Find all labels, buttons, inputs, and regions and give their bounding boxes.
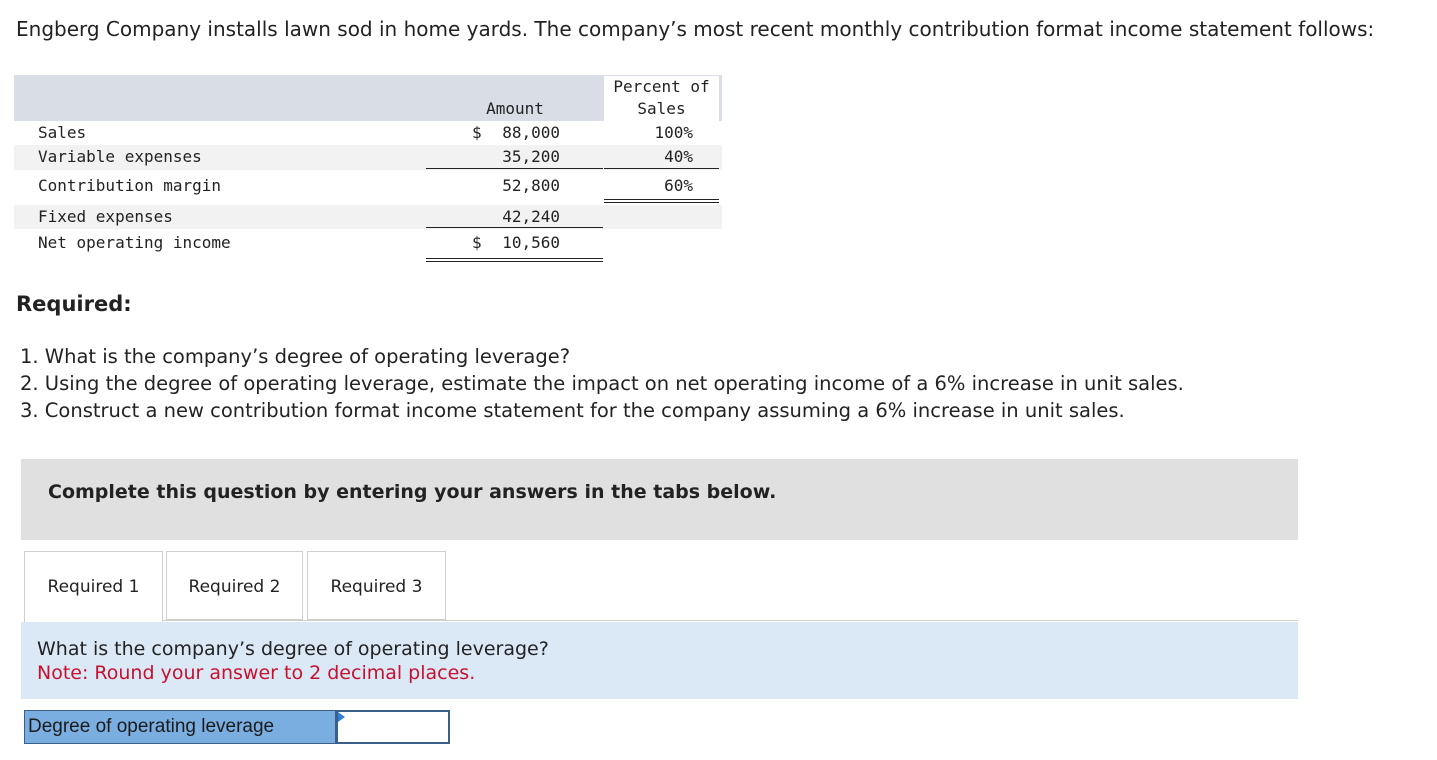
total-rule-percent — [604, 199, 719, 203]
row-label: Contribution margin — [38, 176, 222, 195]
table-header: Amount Percent of Sales — [14, 75, 722, 121]
tab-label: Required 2 — [188, 577, 281, 597]
dollar-sign: $ — [472, 123, 482, 142]
row-amount: 10,560 — [502, 233, 560, 252]
subtotal-rule-fixed — [426, 227, 603, 228]
subtotal-rule-percent — [604, 168, 719, 169]
question-item: 2. Using the degree of operating leverag… — [20, 372, 1184, 395]
row-label: Net operating income — [38, 233, 231, 252]
tab-label: Required 3 — [330, 577, 423, 597]
tab-bar-divider — [163, 620, 1298, 621]
tab-required-1[interactable]: Required 1 — [24, 551, 163, 623]
row-variable-expenses: Variable expenses 35,200 40% — [14, 145, 722, 170]
amount-column-header: Amount — [486, 99, 544, 118]
input-marker-icon — [338, 712, 345, 722]
rounding-note: Note: Round your answer to 2 decimal pla… — [37, 662, 476, 684]
row-label: Sales — [38, 123, 87, 142]
percent-column-header: Percent of Sales — [604, 76, 719, 121]
row-net-operating-income: Net operating income $10,560 — [14, 229, 722, 259]
row-label: Fixed expenses — [38, 207, 173, 226]
row-amount: 88,000 — [502, 123, 560, 142]
tab-required-2[interactable]: Required 2 — [166, 551, 303, 620]
dollar-sign: $ — [472, 233, 482, 252]
row-amount: 35,200 — [502, 147, 560, 166]
row-percent: 100% — [654, 123, 693, 142]
row-fixed-expenses: Fixed expenses 42,240 — [14, 205, 722, 229]
answer-label-cell: Degree of operating leverage — [24, 710, 336, 744]
tab-required-3[interactable]: Required 3 — [307, 551, 446, 620]
question-panel: What is the company’s degree of operatin… — [21, 622, 1298, 699]
panel-question: What is the company’s degree of operatin… — [37, 638, 549, 660]
percent-header-line1: Percent of — [613, 77, 710, 96]
row-amount: 52,800 — [502, 176, 560, 195]
row-percent: 60% — [664, 176, 693, 195]
instruction-text: Complete this question by entering your … — [48, 481, 777, 503]
percent-header-line2: Sales — [637, 99, 686, 118]
row-contribution-margin: Contribution margin 52,800 60% — [14, 170, 722, 205]
tab-label: Required 1 — [47, 577, 140, 597]
question-item: 1. What is the company’s degree of opera… — [20, 345, 571, 368]
problem-intro: Engberg Company installs lawn sod in hom… — [16, 17, 1375, 41]
row-percent: 40% — [664, 147, 693, 166]
required-heading: Required: — [16, 292, 132, 316]
question-item: 3. Construct a new contribution format i… — [20, 399, 1125, 422]
income-statement-table: Amount Percent of Sales Sales $88,000 10… — [14, 75, 722, 262]
instruction-banner: Complete this question by entering your … — [21, 459, 1298, 540]
question-list: 1. What is the company’s degree of opera… — [20, 343, 1184, 424]
subtotal-rule-amount — [426, 168, 603, 169]
total-rule-net-income — [426, 258, 603, 262]
row-sales: Sales $88,000 100% — [14, 121, 722, 145]
degree-of-operating-leverage-input[interactable] — [336, 710, 450, 744]
row-amount: 42,240 — [502, 207, 560, 226]
answer-label: Degree of operating leverage — [28, 716, 275, 737]
row-label: Variable expenses — [38, 147, 202, 166]
